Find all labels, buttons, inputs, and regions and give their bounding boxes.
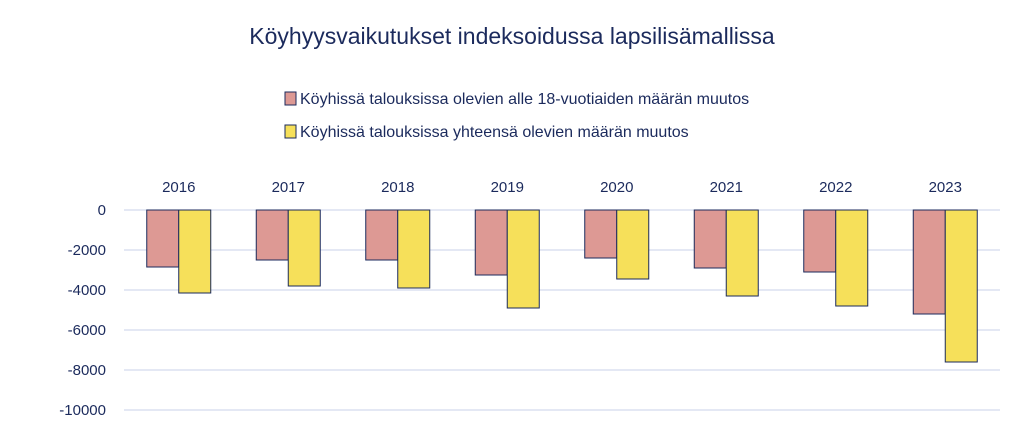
y-tick-label: -8000 <box>68 362 106 379</box>
category-label-2018: 2018 <box>381 179 414 196</box>
y-tick-label: -4000 <box>68 282 106 299</box>
bars <box>146 209 978 363</box>
bar-total-2019 <box>506 209 540 309</box>
bar-under18-2022 <box>803 209 837 273</box>
bar-total-2021 <box>725 209 759 297</box>
chart-title: Köyhyysvaikutukset indeksoidussa lapsili… <box>249 23 775 49</box>
legend: Köyhissä talouksissa olevien alle 18-vuo… <box>284 91 749 141</box>
bar-total-2023 <box>944 209 978 363</box>
category-label-2017: 2017 <box>272 179 305 196</box>
category-label-2023: 2023 <box>929 179 962 196</box>
bar-total-2020 <box>616 209 650 280</box>
category-label-2019: 2019 <box>491 179 524 196</box>
bar-under18-2020 <box>584 209 618 259</box>
bar-total-2022 <box>835 209 869 307</box>
category-label-2020: 2020 <box>600 179 633 196</box>
bar-under18-2018 <box>365 209 399 261</box>
bar-under18-2019 <box>474 209 508 276</box>
y-tick-label: 0 <box>98 202 106 219</box>
legend-label-under18: Köyhissä talouksissa olevien alle 18-vuo… <box>300 91 749 108</box>
bar-under18-2017 <box>255 209 289 261</box>
bar-under18-2016 <box>146 209 180 268</box>
bar-total-2018 <box>397 209 431 289</box>
category-label-2016: 2016 <box>162 179 195 196</box>
bar-total-2016 <box>178 209 212 294</box>
gridlines <box>124 209 1000 411</box>
y-tick-label: -2000 <box>68 242 106 259</box>
bar-under18-2021 <box>693 209 727 269</box>
legend-swatch-under18 <box>284 91 297 106</box>
category-label-2022: 2022 <box>819 179 852 196</box>
category-label-2021: 2021 <box>710 179 743 196</box>
y-tick-label: -6000 <box>68 322 106 339</box>
legend-label-total: Köyhissä talouksissa yhteensä olevien mä… <box>300 124 689 141</box>
y-axis-ticks: 0 -2000 -4000 -6000 -8000 -10000 <box>59 202 106 419</box>
category-labels: 2016 2017 2018 2019 2020 2021 2022 2023 <box>162 179 962 196</box>
legend-swatch-total <box>284 124 297 139</box>
bar-under18-2023 <box>912 209 946 315</box>
y-tick-label: -10000 <box>59 402 106 419</box>
bar-total-2017 <box>287 209 321 287</box>
